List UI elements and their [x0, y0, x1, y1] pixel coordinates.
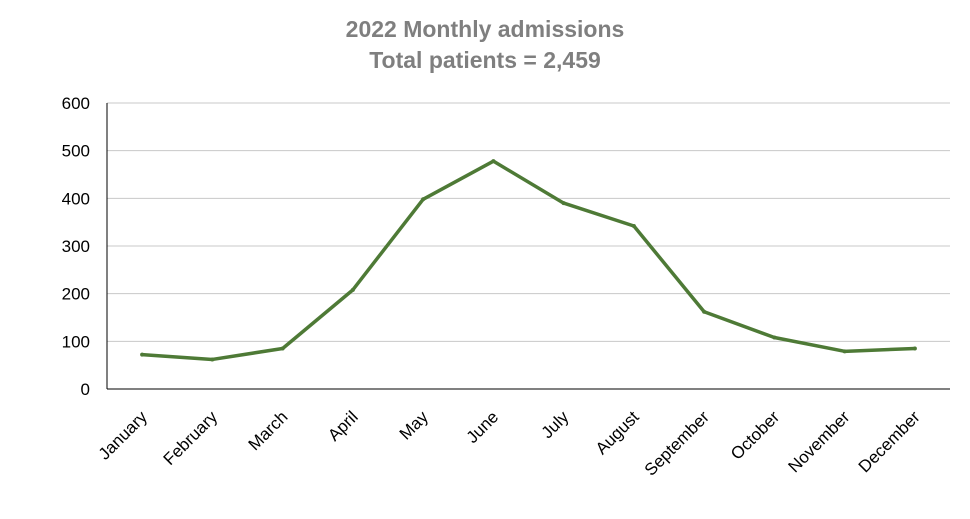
chart-title: 2022 Monthly admissions — [345, 16, 625, 42]
data-point-august — [631, 223, 636, 228]
x-tick-label: July — [538, 407, 573, 442]
data-point-june — [491, 159, 496, 164]
x-tick-label: March — [245, 407, 292, 454]
y-tick-label: 300 — [62, 237, 90, 256]
series-group — [140, 159, 917, 362]
y-tick-label: 500 — [62, 142, 90, 161]
data-point-may — [421, 197, 426, 202]
chart-subtitle: Total patients = 2,459 — [369, 47, 601, 73]
y-axis-ticks: 0 100 200 300 400 500 600 — [62, 94, 90, 399]
y-tick-label: 400 — [62, 189, 90, 208]
y-tick-label: 600 — [62, 94, 90, 113]
x-axis-ticks: January February March April May June July Augu… — [95, 407, 924, 480]
data-point-february — [210, 357, 215, 362]
data-point-july — [561, 201, 566, 206]
data-point-october — [772, 335, 777, 340]
series-line — [140, 159, 917, 362]
data-point-april — [350, 287, 355, 292]
chart-title-block: 2022 Monthly admissions Total patients =… — [0, 14, 970, 76]
x-tick-label: January — [95, 407, 152, 464]
data-point-december — [912, 346, 917, 351]
x-tick-label: October — [727, 407, 783, 463]
axes — [106, 103, 950, 390]
y-tick-label: 100 — [62, 332, 90, 351]
x-tick-label: December — [855, 407, 924, 476]
data-point-january — [140, 352, 145, 357]
y-tick-label: 0 — [81, 380, 90, 399]
x-tick-label: February — [160, 407, 222, 469]
data-point-march — [280, 346, 285, 351]
y-tick-label: 200 — [62, 285, 90, 304]
x-tick-label: June — [463, 407, 503, 447]
data-point-november — [842, 349, 847, 354]
x-tick-label: August — [592, 407, 643, 458]
x-tick-label: April — [324, 407, 361, 444]
x-tick-label: November — [785, 407, 854, 476]
x-tick-label: May — [396, 407, 432, 443]
data-point-september — [702, 309, 707, 314]
x-tick-label: September — [641, 407, 713, 479]
gridlines — [107, 102, 950, 342]
